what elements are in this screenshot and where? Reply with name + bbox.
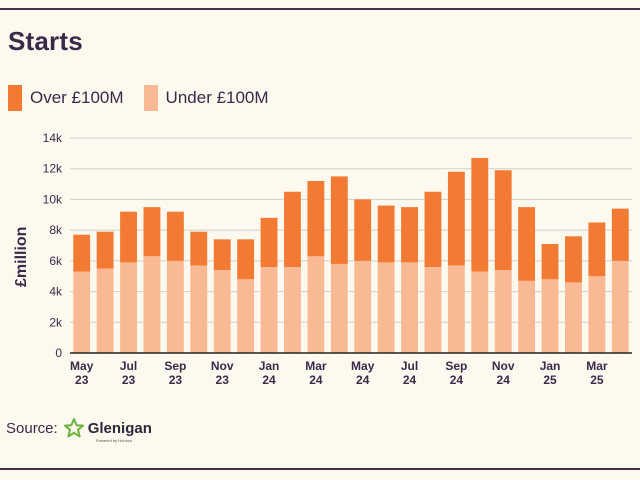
- x-tick-label: Mar: [586, 359, 608, 373]
- bar-over-100m: [307, 181, 325, 257]
- bar-under-100m: [447, 265, 465, 353]
- y-tick-label: 2k: [49, 315, 63, 329]
- bar-over-100m: [471, 157, 489, 272]
- legend-swatch-under: [143, 85, 158, 111]
- bar-over-100m: [190, 231, 208, 266]
- bar-over-100m: [377, 205, 395, 263]
- bar-under-100m: [120, 262, 137, 353]
- x-tick-label: 25: [590, 373, 604, 387]
- x-tick-label: May: [70, 359, 94, 373]
- chart-title: Starts: [8, 26, 83, 56]
- legend-label-under: Under £100M: [165, 88, 269, 107]
- bar-under-100m: [424, 267, 442, 353]
- bar-under-100m: [518, 280, 536, 353]
- legend-item-over: Over £100M: [8, 85, 124, 111]
- bar-under-100m: [284, 267, 301, 353]
- x-tick-label: 24: [497, 373, 511, 387]
- bar-over-100m: [284, 191, 301, 267]
- bar-under-100m: [377, 262, 395, 353]
- y-tick-label: 4k: [49, 285, 63, 299]
- bar-over-100m: [565, 236, 582, 283]
- bar-under-100m: [354, 260, 372, 353]
- bar-under-100m: [143, 256, 161, 353]
- x-tick-label: Jan: [259, 359, 280, 373]
- source-line: Source: Glenigan: [6, 418, 152, 438]
- bar-under-100m: [494, 270, 512, 353]
- bar-over-100m: [213, 239, 231, 271]
- x-tick-label: Nov: [492, 359, 515, 373]
- source-label: Source:: [6, 419, 58, 437]
- legend-swatch-over: [8, 85, 22, 111]
- bar-over-100m: [73, 234, 91, 272]
- bar-over-100m: [588, 222, 606, 277]
- x-tick-label: 23: [216, 373, 230, 387]
- bar-over-100m: [237, 239, 255, 280]
- legend-label-over: Over £100M: [30, 88, 124, 107]
- y-tick-label: 6k: [49, 254, 63, 268]
- x-tick-label: Sep: [445, 359, 467, 373]
- chart-frame: [0, 8, 640, 470]
- bar-under-100m: [565, 282, 582, 353]
- bar-over-100m: [424, 191, 442, 267]
- y-tick-label: 0: [55, 346, 62, 360]
- bar-under-100m: [541, 279, 559, 353]
- y-tick-label: 8k: [49, 223, 63, 237]
- glenigan-star-icon: [63, 418, 84, 438]
- bar-under-100m: [330, 263, 348, 353]
- bar-under-100m: [471, 271, 489, 353]
- bar-under-100m: [260, 267, 278, 353]
- bar-under-100m: [588, 276, 606, 353]
- bar-under-100m: [96, 268, 114, 353]
- x-tick-label: Sep: [164, 359, 186, 373]
- x-tick-label: May: [351, 359, 375, 373]
- x-tick-label: Jul: [120, 359, 137, 373]
- bar-over-100m: [447, 171, 465, 266]
- legend: Over £100M Under £100M: [8, 84, 289, 112]
- bar-under-100m: [307, 256, 325, 353]
- x-tick-label: 24: [356, 373, 370, 387]
- x-tick-label: Mar: [305, 359, 327, 373]
- bar-under-100m: [611, 260, 629, 353]
- bar-over-100m: [494, 170, 512, 271]
- bar-over-100m: [518, 207, 536, 281]
- bar-under-100m: [401, 262, 418, 353]
- bar-under-100m: [190, 265, 208, 353]
- bar-under-100m: [213, 270, 231, 353]
- bar-over-100m: [401, 207, 418, 263]
- bar-over-100m: [354, 199, 372, 261]
- bar-over-100m: [541, 243, 559, 280]
- x-tick-label: 24: [450, 373, 464, 387]
- bar-chart: 02k4k6k8k10k12k14kMay23Jul23Sep23Nov23Ja…: [43, 131, 632, 387]
- bar-over-100m: [611, 208, 629, 261]
- x-tick-label: 25: [543, 373, 557, 387]
- bar-under-100m: [73, 271, 91, 353]
- legend-item-under: Under £100M: [143, 85, 269, 111]
- x-tick-label: 23: [122, 373, 136, 387]
- x-tick-label: 23: [169, 373, 183, 387]
- y-tick-label: 12k: [43, 162, 63, 176]
- y-tick-label: 14k: [43, 131, 63, 145]
- bar-over-100m: [96, 231, 114, 269]
- bar-over-100m: [143, 207, 161, 257]
- bar-over-100m: [260, 217, 278, 267]
- bar-under-100m: [237, 279, 255, 353]
- bar-under-100m: [166, 260, 184, 353]
- logo-subtitle: Powered by Hubexo: [96, 438, 133, 443]
- x-tick-label: Jan: [540, 359, 561, 373]
- x-tick-label: 24: [262, 373, 276, 387]
- x-tick-label: 24: [309, 373, 323, 387]
- x-tick-label: 23: [75, 373, 89, 387]
- x-tick-label: Jul: [401, 359, 418, 373]
- x-tick-label: 24: [403, 373, 417, 387]
- bar-over-100m: [166, 211, 184, 261]
- x-tick-label: Nov: [211, 359, 234, 373]
- bar-over-100m: [120, 211, 137, 263]
- bar-over-100m: [330, 176, 348, 264]
- glenigan-logo-text: Glenigan: [87, 419, 152, 437]
- y-tick-label: 10k: [43, 192, 63, 206]
